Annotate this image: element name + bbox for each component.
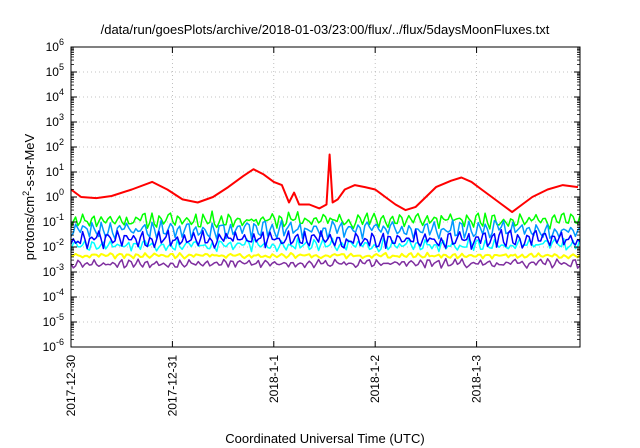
x-tick-label: 2018-1-1 [267, 355, 281, 403]
y-tick-label: 101 [46, 162, 64, 179]
y-axis-label: protons/cm2-s-sr-MeV [21, 133, 37, 260]
series-line-2 [70, 210, 581, 230]
x-axis-label: Coordinated Universal Time (UTC) [225, 431, 424, 446]
y-tick-label: 10-6 [43, 337, 64, 354]
data-series [70, 153, 581, 269]
x-tick-label: 2017-12-31 [165, 355, 179, 417]
y-tick-label: 102 [46, 137, 64, 154]
x-tick-label: 2018-1-3 [470, 355, 484, 403]
y-tick-label: 103 [46, 112, 64, 129]
y-tick-label: 10-3 [43, 262, 64, 279]
x-tick-label: 2018-1-2 [368, 355, 382, 403]
y-tick-label: 106 [46, 37, 64, 54]
series-line-6 [70, 251, 581, 260]
y-tick-label: 100 [46, 187, 64, 204]
y-tick-label: 105 [46, 62, 64, 79]
y-axis-ticks: 10-6 10-5 10-4 10-3 10-2 10-1 100 101 102 103 104 1… [43, 37, 580, 354]
y-tick-label: 104 [46, 87, 64, 104]
y-tick-label: 10-1 [43, 212, 64, 229]
series-line-1 [70, 153, 579, 214]
x-tick-label: 2017-12-30 [64, 355, 78, 417]
series-line-7 [70, 257, 581, 269]
y-tick-label: 10-4 [43, 287, 64, 304]
y-tick-label: 10-5 [43, 312, 64, 329]
y-tick-label: 10-2 [43, 237, 64, 254]
chart-title: /data/run/goesPlots/archive/2018-01-03/2… [101, 22, 550, 37]
x-axis-ticks: 2017-12-30 2017-12-31 2018-1-1 2018-1-2 2018… [64, 47, 484, 416]
series-line-4 [70, 219, 581, 240]
series-line-5 [70, 228, 581, 250]
